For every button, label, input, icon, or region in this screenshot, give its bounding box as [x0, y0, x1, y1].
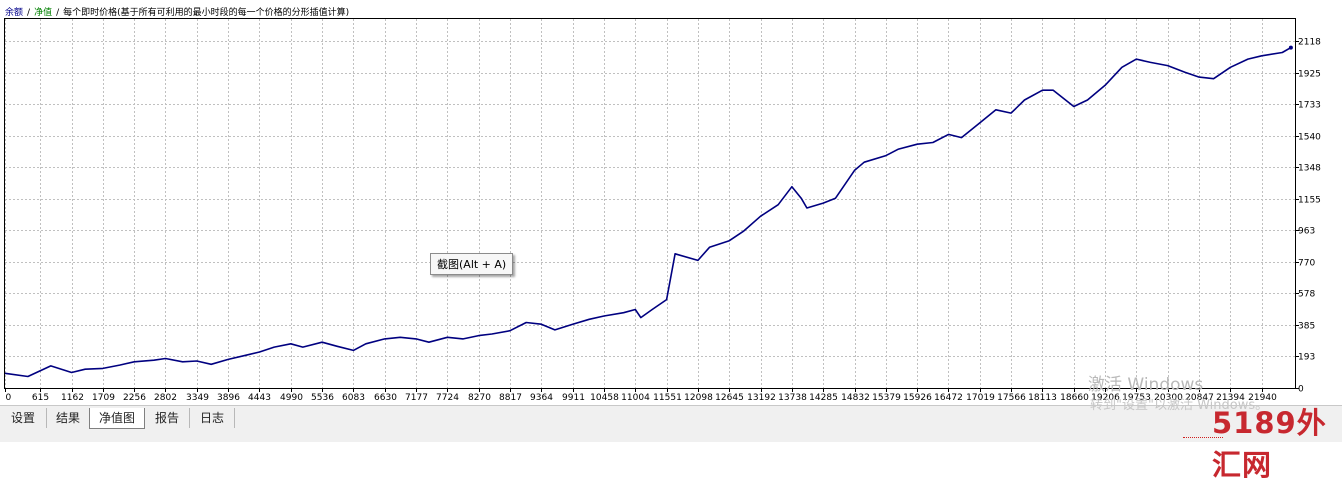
y-tick-label: 1733 [1298, 101, 1321, 111]
x-tick-label: 2256 [123, 393, 146, 403]
y-tick-label: 1155 [1298, 196, 1321, 206]
x-tick-label: 11551 [653, 393, 682, 403]
x-tick-label: 6630 [374, 393, 397, 403]
x-tick-label: 9364 [530, 393, 553, 403]
x-tick-label: 19753 [1122, 393, 1151, 403]
x-tick-label: 4990 [280, 393, 303, 403]
status-divider [1183, 437, 1223, 440]
x-tick-label: 17566 [997, 393, 1026, 403]
x-tick-label: 17019 [966, 393, 995, 403]
y-tick-label: 385 [1298, 322, 1315, 332]
x-tick-label: 14285 [809, 393, 838, 403]
y-tick-label: 1925 [1298, 70, 1321, 80]
screenshot-tooltip: 截图(Alt + A) [430, 253, 514, 275]
y-tick-label: 2118 [1298, 38, 1321, 48]
series-layer [4, 45, 1293, 378]
chart-header: 余额 / 净值 / 每个即时价格(基于所有可利用的最小时段的每一个价格的分形插值计算) [5, 8, 350, 18]
x-tick-label: 0 [6, 393, 12, 403]
x-tick-label: 9911 [562, 393, 585, 403]
x-tick-label: 20300 [1154, 393, 1183, 403]
chart-description: 每个即时价格(基于所有可利用的最小时段的每一个价格的分形插值计算) [63, 8, 350, 18]
y-tick-label: 770 [1298, 259, 1315, 269]
x-tick-label: 18113 [1028, 393, 1057, 403]
tab-equity-chart[interactable]: 净值图 [89, 408, 145, 429]
y-tick-label: 1348 [1298, 164, 1321, 174]
x-tick-label: 5536 [311, 393, 334, 403]
x-tick-label: 1162 [61, 393, 84, 403]
x-tick-label: 14832 [841, 393, 870, 403]
x-tick-label: 20847 [1185, 393, 1214, 403]
equity-chart: 0 615 1162 1709 2256 2802 3349 3896 4443 4990 5536… [0, 0, 1342, 405]
x-axis-ticks: 0 615 1162 1709 2256 2802 3349 3896 4443 4990 5536… [5, 388, 1277, 403]
x-tick-label: 4443 [248, 393, 271, 403]
x-tick-label: 7724 [436, 393, 459, 403]
y-tick-label: 1540 [1298, 133, 1321, 143]
x-tick-label: 11004 [621, 393, 650, 403]
x-tick-label: 12645 [715, 393, 744, 403]
x-tick-label: 3349 [186, 393, 209, 403]
x-tick-label: 615 [32, 393, 49, 403]
x-tick-label: 15379 [872, 393, 901, 403]
x-tick-label: 12098 [684, 393, 713, 403]
x-tick-label: 16472 [934, 393, 963, 403]
x-tick-label: 13192 [747, 393, 776, 403]
x-tick-label: 8270 [468, 393, 491, 403]
x-tick-label: 18660 [1060, 393, 1089, 403]
plot-background [0, 0, 1342, 405]
y-tick-label: 0 [1298, 385, 1304, 395]
chart-canvas: 0 615 1162 1709 2256 2802 3349 3896 4443 4990 5536… [0, 0, 1342, 405]
y-tick-label: 578 [1298, 290, 1315, 300]
x-tick-label: 10458 [590, 393, 619, 403]
x-tick-label: 6083 [342, 393, 365, 403]
x-tick-label: 13738 [778, 393, 807, 403]
plot-frame [4, 18, 1296, 389]
x-tick-label: 21394 [1216, 393, 1245, 403]
y-tick-label: 963 [1298, 227, 1315, 237]
y-tick-label: 193 [1298, 353, 1315, 363]
tester-tabs: 设置 结果 净值图 报告 日志 [0, 405, 1342, 442]
x-tick-label: 1709 [92, 393, 115, 403]
activation-watermark-title: 激活 Windows [1088, 375, 1204, 395]
x-tick-label: 8817 [499, 393, 522, 403]
x-tick-label: 15926 [903, 393, 932, 403]
activation-watermark-hint: 转到"设置"以激活 Windows。 [1090, 398, 1269, 413]
site-brand-logo: 5189外汇网 [1212, 406, 1327, 482]
equity-label: 净值 [34, 8, 53, 18]
equity-series-line [4, 46, 1292, 378]
x-tick-label: 7177 [405, 393, 428, 403]
tab-report[interactable]: 报告 [145, 408, 190, 428]
x-tick-label: 21940 [1248, 393, 1277, 403]
x-tick-label: 3896 [217, 393, 240, 403]
x-tick-label: 2802 [154, 393, 177, 403]
y-axis-ticks: 0 193 385 578 770 963 1155 1348 1540 1733 1925 2118 [1295, 38, 1321, 395]
tab-settings[interactable]: 设置 [0, 408, 47, 428]
x-tick-label: 19206 [1091, 393, 1120, 403]
series-end-point [1288, 45, 1293, 50]
tab-journal[interactable]: 日志 [190, 408, 235, 428]
balance-label: 余额 [5, 8, 24, 18]
tab-results[interactable]: 结果 [47, 408, 90, 428]
